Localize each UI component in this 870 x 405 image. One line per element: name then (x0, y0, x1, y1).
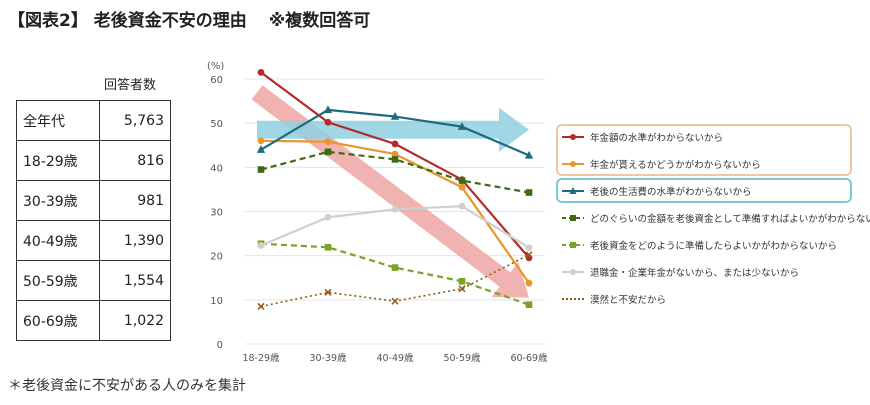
data-point (458, 183, 466, 191)
legend-item: 老後資金をどのように準備したらよいかがわからないから (556, 231, 856, 258)
x-tick-label: 40-49歳 (376, 352, 414, 364)
footnote: ＊老後資金に不安がある人のみを集計 (8, 378, 246, 394)
legend-label: 老後資金をどのように準備したらよいかがわからないから (590, 240, 838, 252)
respondents-header: 回答者数 (104, 78, 157, 93)
age-group-cell: 50-59歳 (16, 260, 100, 301)
legend-swatch (562, 160, 584, 167)
y-tick-label: 10 (210, 296, 223, 307)
legend-label: 老後の生活費の水準がわからないから (590, 186, 752, 198)
data-point (391, 140, 399, 148)
legend-label: 退職金・企業年金がないから、または少ないから (590, 267, 800, 279)
respondent-count-cell: 1,022 (99, 300, 171, 341)
age-group-cell: 40-49歳 (16, 220, 100, 261)
data-point (324, 288, 332, 296)
legend-swatch (562, 297, 584, 300)
data-point (391, 156, 399, 163)
data-point (390, 112, 400, 120)
legend-item: 年金額の水準がわからないから (556, 123, 856, 150)
data-point (525, 189, 533, 196)
data-point (324, 118, 332, 126)
age-group-cell: 18-29歳 (16, 140, 100, 181)
data-point (458, 277, 466, 285)
y-tick-label: 50 (210, 119, 223, 130)
data-point (324, 148, 332, 156)
y-tick-label: 60 (210, 75, 223, 86)
data-point (257, 302, 265, 310)
legend-highlight-box (556, 124, 852, 176)
y-tick-label: 0 (217, 340, 223, 351)
x-tick-label: 18-29歳 (242, 352, 280, 364)
legend-highlight-box (556, 178, 852, 203)
data-point (524, 150, 534, 159)
legend-swatch (562, 133, 584, 140)
age-group-cell: 30-39歳 (16, 180, 100, 221)
respondent-count-cell: 816 (99, 140, 171, 181)
respondents-table: 全年代 5,763 18-29歳 816 30-39歳 981 40-49歳 1,390 50-… (16, 100, 171, 341)
data-point (525, 279, 533, 287)
legend-item: 老後の生活費の水準がわからないから (556, 177, 856, 204)
legend-label: どのぐらいの金額を老後資金として準備すればよいかがわからないから (590, 213, 870, 225)
y-tick-label: 20 (210, 252, 223, 263)
data-point (324, 243, 332, 251)
age-group-cell: 全年代 (16, 100, 100, 141)
y-tick-label: 40 (210, 163, 223, 174)
table-row: 18-29歳 816 (16, 140, 171, 181)
title-subtitle: ※複数回答可 (268, 11, 371, 31)
age-group-cell: 60-69歳 (16, 300, 100, 341)
data-point (324, 138, 332, 146)
chart-legend: 年金額の水準がわからないから年金が貰えるかどうかがわからないから 老後の生活費の水… (556, 123, 870, 312)
page-title: 【図表2】 老後資金不安の理由 ※複数回答可 (8, 6, 370, 31)
respondent-count-cell: 1,554 (99, 260, 171, 301)
table-row: 全年代 5,763 (16, 100, 171, 141)
data-point (391, 264, 399, 271)
data-point (391, 297, 399, 305)
legend-swatch (562, 186, 584, 194)
legend-swatch (562, 241, 584, 248)
respondent-count-cell: 981 (99, 180, 171, 221)
data-point (457, 122, 467, 130)
legend-item: 退職金・企業年金がないから、または少ないから (556, 258, 856, 285)
data-point (257, 137, 265, 145)
data-point (458, 285, 466, 293)
x-tick-label: 60-69歳 (510, 352, 548, 364)
data-point (257, 68, 265, 76)
legend-label: 年金額の水準がわからないから (590, 132, 724, 144)
data-point (458, 177, 466, 184)
data-point (391, 150, 399, 158)
legend-label: 年金が貰えるかどうかがわからないから (590, 159, 761, 171)
data-point (257, 242, 265, 249)
data-point (257, 166, 265, 173)
legend-item: 漠然と不安だから (556, 285, 856, 312)
data-point (323, 105, 333, 114)
legend-swatch (562, 214, 584, 221)
data-point (256, 145, 266, 153)
legend-label: 漠然と不安だから (590, 294, 667, 306)
legend-item: 年金が貰えるかどうかがわからないから (556, 150, 856, 177)
title-main: 【図表2】 老後資金不安の理由 (8, 11, 247, 31)
series-line (260, 71, 530, 259)
data-point (324, 213, 332, 221)
legend-swatch (562, 268, 584, 275)
line-chart: (%) 0 10 20 30 40 50 60 18-29歳 30-39歳 40-49歳 50-59歳… (207, 61, 548, 364)
x-tick-label: 50-59歳 (443, 352, 481, 364)
data-point (525, 301, 533, 308)
table-row: 30-39歳 981 (16, 180, 171, 221)
table-row: 60-69歳 1,022 (16, 300, 171, 341)
series-line (260, 242, 530, 306)
table-row: 50-59歳 1,554 (16, 260, 171, 301)
y-unit-label: (%) (207, 61, 224, 72)
respondent-count-cell: 5,763 (99, 100, 171, 141)
table-row: 40-49歳 1,390 (16, 220, 171, 261)
data-point (458, 202, 466, 210)
data-point (525, 244, 533, 252)
x-tick-label: 30-39歳 (309, 352, 347, 364)
data-point (391, 205, 399, 213)
trend-arrow (257, 107, 529, 152)
legend-item: どのぐらいの金額を老後資金として準備すればよいかがわからないから (556, 204, 870, 231)
data-point (525, 251, 533, 259)
y-tick-label: 30 (210, 208, 223, 219)
respondent-count-cell: 1,390 (99, 220, 171, 261)
